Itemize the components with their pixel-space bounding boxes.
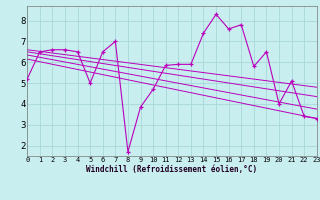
X-axis label: Windchill (Refroidissement éolien,°C): Windchill (Refroidissement éolien,°C) [86,165,258,174]
